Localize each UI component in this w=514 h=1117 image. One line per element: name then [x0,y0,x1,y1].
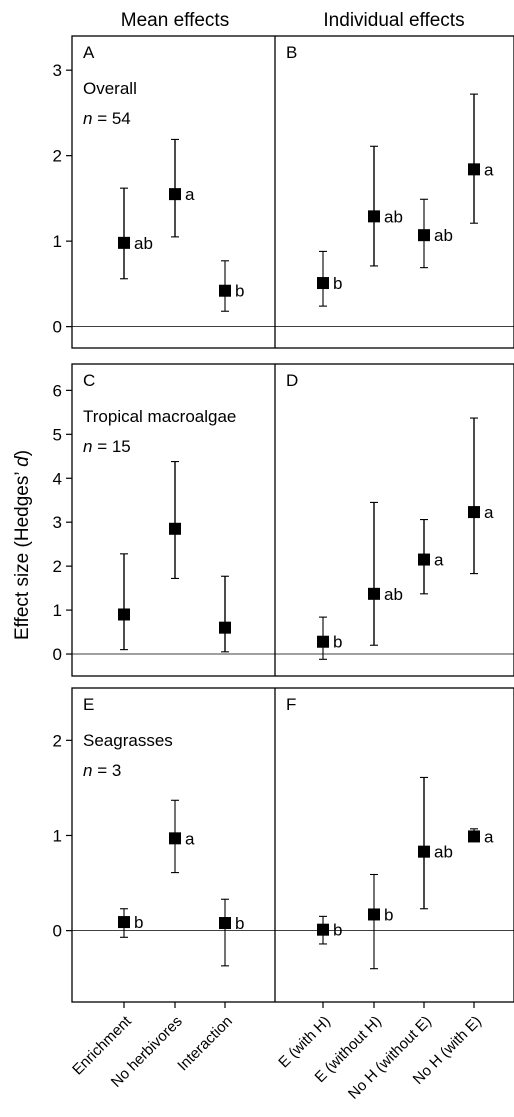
y-axis-label-close: ) [12,450,33,456]
y-tick-label-top: 0 [53,318,62,337]
significance-label: a [484,503,494,522]
y-axis-label-italic: d [12,455,33,467]
significance-label: ab [384,207,403,226]
sample-size-label-bottom: n = 3 [83,761,121,780]
significance-label: b [235,282,244,301]
data-point [118,608,130,621]
y-tick-label-middle: 1 [53,601,62,620]
panel-frame-top [71,35,514,349]
data-point [418,229,430,242]
sample-size-value: = 3 [92,761,121,780]
sample-size-value: = 15 [92,437,130,456]
y-tick-label-top: 3 [53,61,62,80]
panel-letter-D: D [286,371,298,390]
significance-label: ab [134,234,153,253]
data-point [219,621,231,634]
data-point [118,916,130,929]
sample-size-n: n [83,437,92,456]
data-point [317,635,329,648]
column-title-individual-effects: Individual effects [323,10,464,31]
significance-label: a [484,160,494,179]
panel-frame-bottom [71,687,514,1003]
significance-label: ab [434,843,453,862]
y-tick-label-middle: 4 [53,469,62,488]
sample-size-n: n [83,761,92,780]
data-point [368,210,380,223]
data-point [418,553,430,566]
panel-letter-C: C [83,371,95,390]
significance-label: ab [384,585,403,604]
significance-label: b [333,921,342,940]
data-point [317,277,329,290]
row-title-top: Overall [83,79,137,98]
data-point [219,917,231,930]
significance-label: b [235,914,244,933]
panel-frame-middle [71,363,514,677]
significance-label: a [484,827,494,846]
data-point [317,923,329,936]
y-tick-label-top: 2 [53,147,62,166]
y-tick-label-bottom: 2 [53,731,62,750]
significance-label: a [185,829,195,848]
data-point [368,587,380,600]
row-title-bottom: Seagrasses [83,731,173,750]
y-tick-label-middle: 6 [53,381,62,400]
sample-size-label-top: n = 54 [83,109,131,128]
y-tick-label-middle: 3 [53,513,62,532]
significance-label: ab [434,226,453,245]
data-point [468,506,480,519]
y-tick-label-bottom: 0 [53,922,62,941]
data-point [169,188,181,201]
data-point [468,830,480,843]
data-point [468,163,480,176]
significance-label: a [185,185,195,204]
y-tick-label-middle: 5 [53,425,62,444]
y-tick-label-middle: 0 [53,645,62,664]
y-tick-label-middle: 2 [53,557,62,576]
sample-size-label-middle: n = 15 [83,437,131,456]
data-point [118,236,130,249]
row-title-middle: Tropical macroalgae [83,407,236,426]
panel-letter-B: B [286,43,297,62]
significance-label: b [384,905,393,924]
panel-letter-F: F [286,695,296,714]
panel-letter-E: E [83,695,94,714]
data-point [418,845,430,858]
data-point [219,284,231,297]
significance-label: b [134,913,143,932]
data-point [169,522,181,535]
significance-label: b [333,633,342,652]
column-title-mean-effects: Mean effects [121,10,229,31]
data-point [368,908,380,921]
y-axis-label-main: Effect size (Hedges’ [12,467,33,640]
panel-letter-A: A [83,43,95,62]
sample-size-value: = 54 [92,109,130,128]
y-tick-label-top: 1 [53,232,62,251]
sample-size-n: n [83,109,92,128]
significance-label: b [333,274,342,293]
data-point [169,832,181,845]
x-tick-label: Interaction [174,1013,236,1075]
y-tick-label-bottom: 1 [53,826,62,845]
significance-label: a [434,551,444,570]
y-axis-label: Effect size (Hedges’ d) [12,450,33,640]
panel-row-middle: 0 1 2 3 4 5 6 Tropical macroalgae n = 15 C Db ab a a [53,363,514,677]
